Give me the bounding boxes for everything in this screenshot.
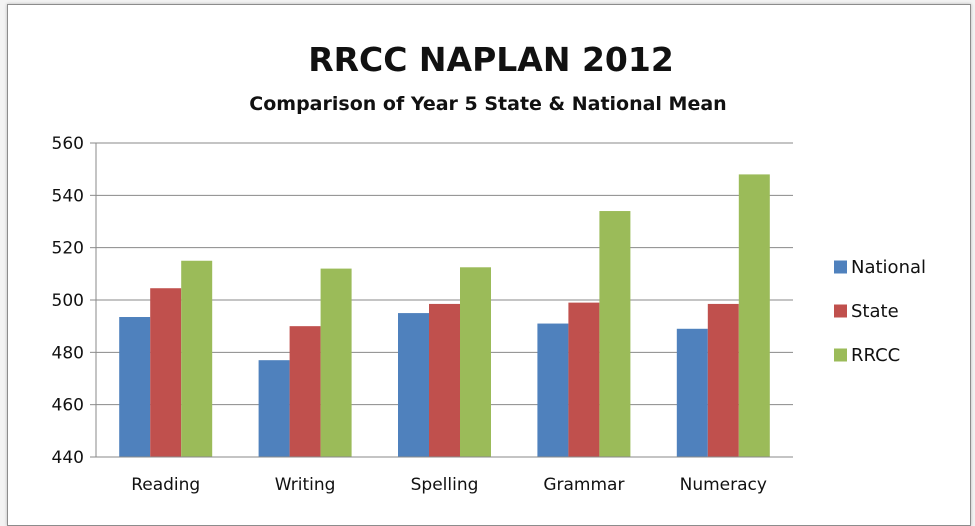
legend: National State RRCC	[834, 257, 926, 366]
x-tick-label: Reading	[131, 475, 200, 495]
x-tick-label: Spelling	[411, 475, 479, 495]
y-tick-label: 520	[52, 239, 84, 259]
bar-state-numeracy	[707, 303, 739, 457]
bar-national-grammar	[537, 323, 569, 457]
y-tick-label: 500	[52, 291, 84, 311]
bar-state-spelling	[429, 303, 460, 457]
bar-state-grammar	[568, 302, 600, 457]
bar-rrcc-grammar	[599, 211, 631, 457]
x-tick-label: Numeracy	[680, 475, 767, 495]
y-tick-label: 540	[52, 186, 84, 206]
bar-state-writing	[289, 326, 321, 457]
bar-rrcc-reading	[181, 260, 213, 457]
legend-swatch-state	[834, 304, 847, 318]
chart-frame: RRCC NAPLAN 2012 Comparison of Year 5 St…	[7, 4, 971, 526]
bar-rrcc-writing	[320, 268, 352, 457]
bar-national-numeracy	[676, 328, 708, 457]
bar-rrcc-spelling	[460, 267, 491, 457]
legend-swatch-rrcc	[834, 348, 847, 362]
x-tick-label: Grammar	[543, 475, 624, 495]
bar-state-reading	[150, 288, 182, 457]
axes: 440 460 480 500 520 540 560 Reading Writing Spell…	[52, 134, 793, 495]
legend-label-rrcc: RRCC	[851, 345, 900, 366]
legend-swatch-national	[834, 260, 847, 274]
y-tick-label: 560	[52, 134, 84, 154]
bar-rrcc-numeracy	[738, 174, 770, 457]
bars	[119, 174, 770, 457]
chart-subtitle: Comparison of Year 5 State & National Me…	[249, 93, 726, 115]
y-tick-label: 440	[52, 448, 84, 468]
bar-national-reading	[119, 317, 151, 457]
x-tick-label: Writing	[275, 475, 336, 495]
legend-label-state: State	[851, 301, 899, 322]
bar-national-writing	[258, 360, 290, 457]
y-tick-label: 460	[52, 396, 84, 416]
legend-label-national: National	[851, 257, 926, 278]
y-tick-label: 480	[52, 343, 84, 363]
chart: RRCC NAPLAN 2012 Comparison of Year 5 St…	[52, 40, 926, 495]
chart-title: RRCC NAPLAN 2012	[308, 40, 674, 79]
bar-national-spelling	[398, 313, 429, 457]
